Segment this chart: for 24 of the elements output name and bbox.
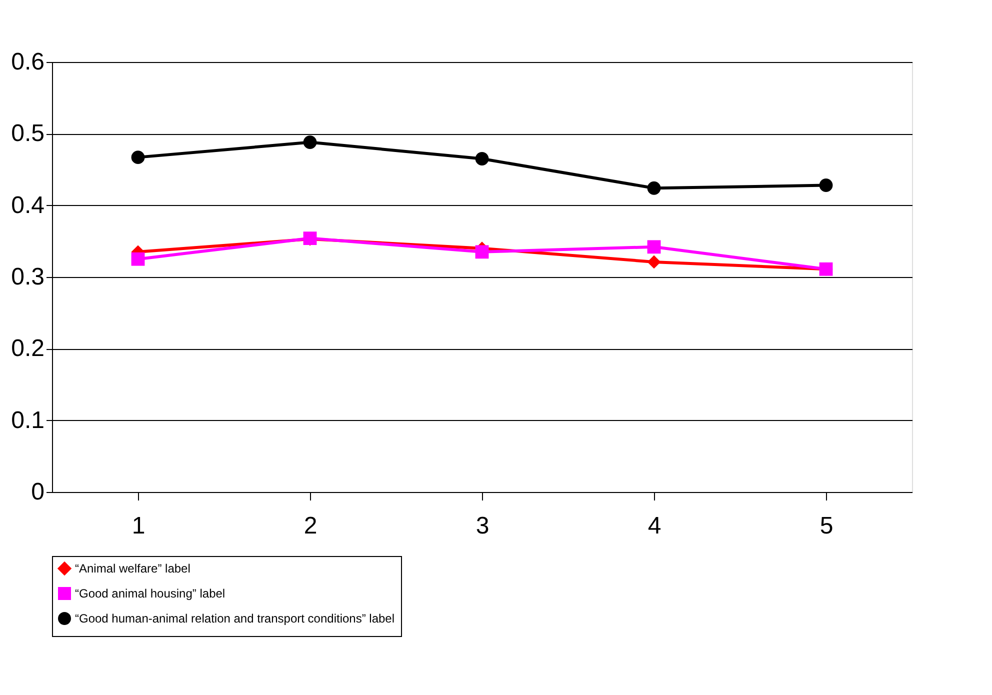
point <box>475 245 489 259</box>
point <box>647 181 661 195</box>
x-tick-label: 2 <box>304 512 318 540</box>
x-tick-label: 1 <box>132 512 146 540</box>
y-tick-label: 0.3 <box>11 264 44 290</box>
y-tick-label: 0 <box>31 478 44 506</box>
point <box>647 240 661 254</box>
legend-label: “Good animal housing” label <box>75 586 226 600</box>
point <box>131 252 145 266</box>
x-tick-label: 4 <box>648 512 662 540</box>
point <box>819 178 833 192</box>
point <box>131 150 145 164</box>
y-tick-label: 0.6 <box>11 48 44 76</box>
y-tick-label: 0.2 <box>11 335 44 362</box>
x-tick-label: 3 <box>476 512 490 540</box>
legend-label: “Animal welfare” label <box>75 562 190 576</box>
point <box>647 255 661 269</box>
y-tick-label: 0.1 <box>11 406 44 434</box>
y-tick-label: 0.5 <box>11 120 44 148</box>
point <box>303 136 317 149</box>
y-tick-label: 0.4 <box>11 192 44 219</box>
legend-label: “Good human-animal relation and transport conditions” label <box>75 612 395 626</box>
x-tick-label: 5 <box>820 512 834 540</box>
point <box>475 152 489 166</box>
